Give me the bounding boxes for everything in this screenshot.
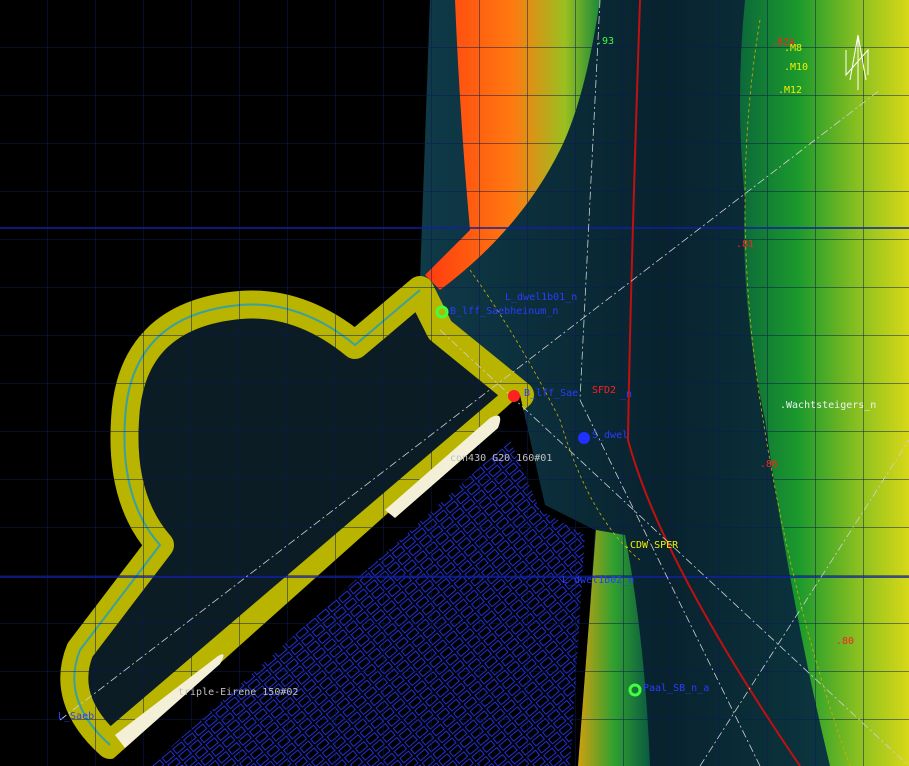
object-label: B_lff_Sae <box>524 388 578 399</box>
buoy <box>435 305 449 319</box>
compass <box>845 34 869 90</box>
mark-label: .M8 <box>784 43 802 54</box>
ship-label: triple-Eirene 150#02 <box>178 687 298 698</box>
object-label: L_dwel1b01_n <box>505 292 577 303</box>
mark-label: .CDW SPER <box>624 540 679 551</box>
buoy <box>578 432 590 444</box>
mark-label: .M12 <box>778 85 802 96</box>
object-label: B_lff_Saebheinum_n <box>450 306 558 317</box>
object-label: L_Saeb <box>58 711 94 722</box>
depth-label: .82A <box>771 37 795 48</box>
object-label: SFD2 <box>592 385 616 396</box>
mark-label: .M10 <box>784 62 808 73</box>
depth-contour <box>469 19 851 766</box>
ship <box>385 415 501 518</box>
object-label: S_dwel <box>592 430 628 441</box>
depth-label: .80 <box>836 636 854 647</box>
depth-label: .81 <box>736 239 754 250</box>
buoy <box>628 683 642 697</box>
object-label: L_dwel1b02_n <box>562 575 634 586</box>
ship-label: con430 G20 160#01 <box>450 453 552 464</box>
object-label: .Wachtsteigers_n <box>780 400 876 411</box>
depth-label: .86 <box>760 459 778 470</box>
object-label: Paal_SB_n_a <box>643 683 709 694</box>
depth-label: .93 <box>596 36 614 47</box>
object-label: _n <box>620 389 632 400</box>
leading-lines <box>59 0 909 766</box>
buoy <box>508 390 520 402</box>
ship <box>115 654 224 748</box>
channel-line <box>626 0 801 766</box>
labels: .93 .82A .M8 .M10 .M12 .81 L_dwel1b01_n … <box>58 36 876 722</box>
